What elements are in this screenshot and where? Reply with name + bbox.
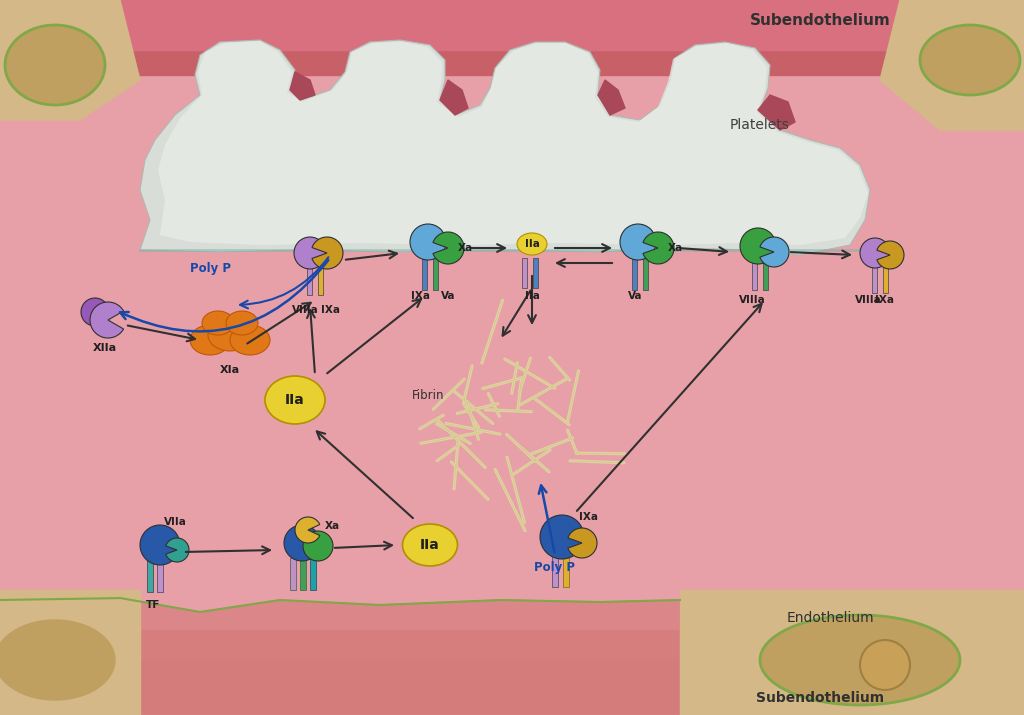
Bar (147, 560, 153, 592)
Circle shape (303, 531, 333, 561)
Bar (422, 258, 427, 290)
Wedge shape (643, 232, 674, 264)
Wedge shape (433, 232, 464, 264)
Bar (0, 0, 1024, 50)
Ellipse shape (402, 524, 458, 566)
Text: IIa: IIa (285, 393, 305, 407)
Text: Xa: Xa (458, 243, 472, 253)
Ellipse shape (0, 620, 115, 700)
Polygon shape (158, 41, 868, 245)
Bar (680, 590, 1024, 715)
Ellipse shape (920, 25, 1020, 95)
Polygon shape (140, 40, 870, 255)
Text: VIIIa: VIIIa (738, 295, 765, 305)
Circle shape (410, 224, 446, 260)
Wedge shape (295, 517, 319, 543)
Text: Va: Va (440, 291, 456, 301)
Bar (300, 558, 306, 590)
Bar (763, 262, 768, 290)
Ellipse shape (208, 319, 252, 351)
Text: IXa: IXa (321, 305, 340, 315)
Polygon shape (598, 80, 625, 115)
Text: XIa: XIa (220, 365, 240, 375)
Bar (0, 590, 140, 715)
Ellipse shape (226, 311, 258, 335)
Circle shape (620, 224, 656, 260)
Text: IXa: IXa (579, 512, 597, 522)
Text: Platelets: Platelets (730, 118, 790, 132)
Circle shape (860, 238, 890, 268)
Ellipse shape (190, 325, 230, 355)
Text: Subendothelium: Subendothelium (756, 691, 884, 705)
Text: Subendothelium: Subendothelium (750, 12, 891, 27)
Wedge shape (760, 237, 790, 267)
Wedge shape (312, 237, 343, 269)
Polygon shape (290, 72, 315, 100)
Text: Poly P: Poly P (189, 262, 230, 275)
Circle shape (284, 525, 321, 561)
Bar (157, 560, 163, 592)
Polygon shape (0, 598, 680, 715)
Bar (0, 630, 1024, 715)
Circle shape (81, 298, 109, 326)
Circle shape (540, 515, 584, 559)
Circle shape (294, 237, 326, 269)
Text: IXa: IXa (876, 295, 895, 305)
Bar (552, 555, 558, 587)
Bar (883, 265, 888, 293)
Wedge shape (877, 241, 904, 269)
Ellipse shape (202, 311, 234, 335)
Ellipse shape (760, 615, 961, 705)
Bar (310, 558, 316, 590)
Ellipse shape (5, 25, 105, 105)
Circle shape (860, 640, 910, 690)
Text: VIIIa: VIIIa (292, 305, 318, 315)
Text: Poly P: Poly P (535, 561, 575, 574)
Text: IIa: IIa (524, 239, 540, 249)
Bar (522, 258, 527, 288)
Text: XIIa: XIIa (93, 343, 117, 353)
Wedge shape (166, 538, 189, 562)
Ellipse shape (230, 325, 270, 355)
Bar (643, 258, 648, 290)
Text: IIa: IIa (420, 538, 440, 552)
Bar (534, 258, 538, 288)
Bar (632, 258, 637, 290)
Ellipse shape (517, 233, 547, 255)
Bar (752, 262, 757, 290)
Circle shape (140, 525, 180, 565)
Polygon shape (758, 95, 795, 130)
Bar (318, 265, 323, 295)
Bar (290, 558, 296, 590)
Polygon shape (0, 0, 140, 120)
Polygon shape (880, 0, 1024, 130)
Wedge shape (90, 302, 124, 338)
Text: Xa: Xa (325, 521, 340, 531)
Bar (563, 555, 569, 587)
Bar (872, 265, 877, 293)
Text: IXa: IXa (411, 291, 429, 301)
Text: TF: TF (145, 600, 160, 610)
Text: Fibrin: Fibrin (412, 388, 444, 402)
Polygon shape (440, 80, 468, 115)
Ellipse shape (265, 376, 325, 424)
Text: VIIIa: VIIIa (855, 295, 882, 305)
Text: VIIa: VIIa (164, 517, 186, 527)
Text: Xa: Xa (668, 243, 683, 253)
Bar (0, 660, 1024, 715)
Bar (307, 265, 312, 295)
Circle shape (740, 228, 776, 264)
Text: IIa: IIa (524, 291, 540, 301)
Bar (0, 0, 1024, 75)
Bar (433, 258, 438, 290)
Text: Endothelium: Endothelium (786, 611, 873, 625)
Wedge shape (568, 528, 597, 558)
Text: Va: Va (628, 291, 642, 301)
